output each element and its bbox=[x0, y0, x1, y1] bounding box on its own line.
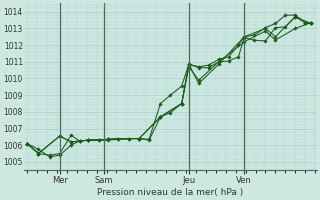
X-axis label: Pression niveau de la mer( hPa ): Pression niveau de la mer( hPa ) bbox=[97, 188, 244, 197]
